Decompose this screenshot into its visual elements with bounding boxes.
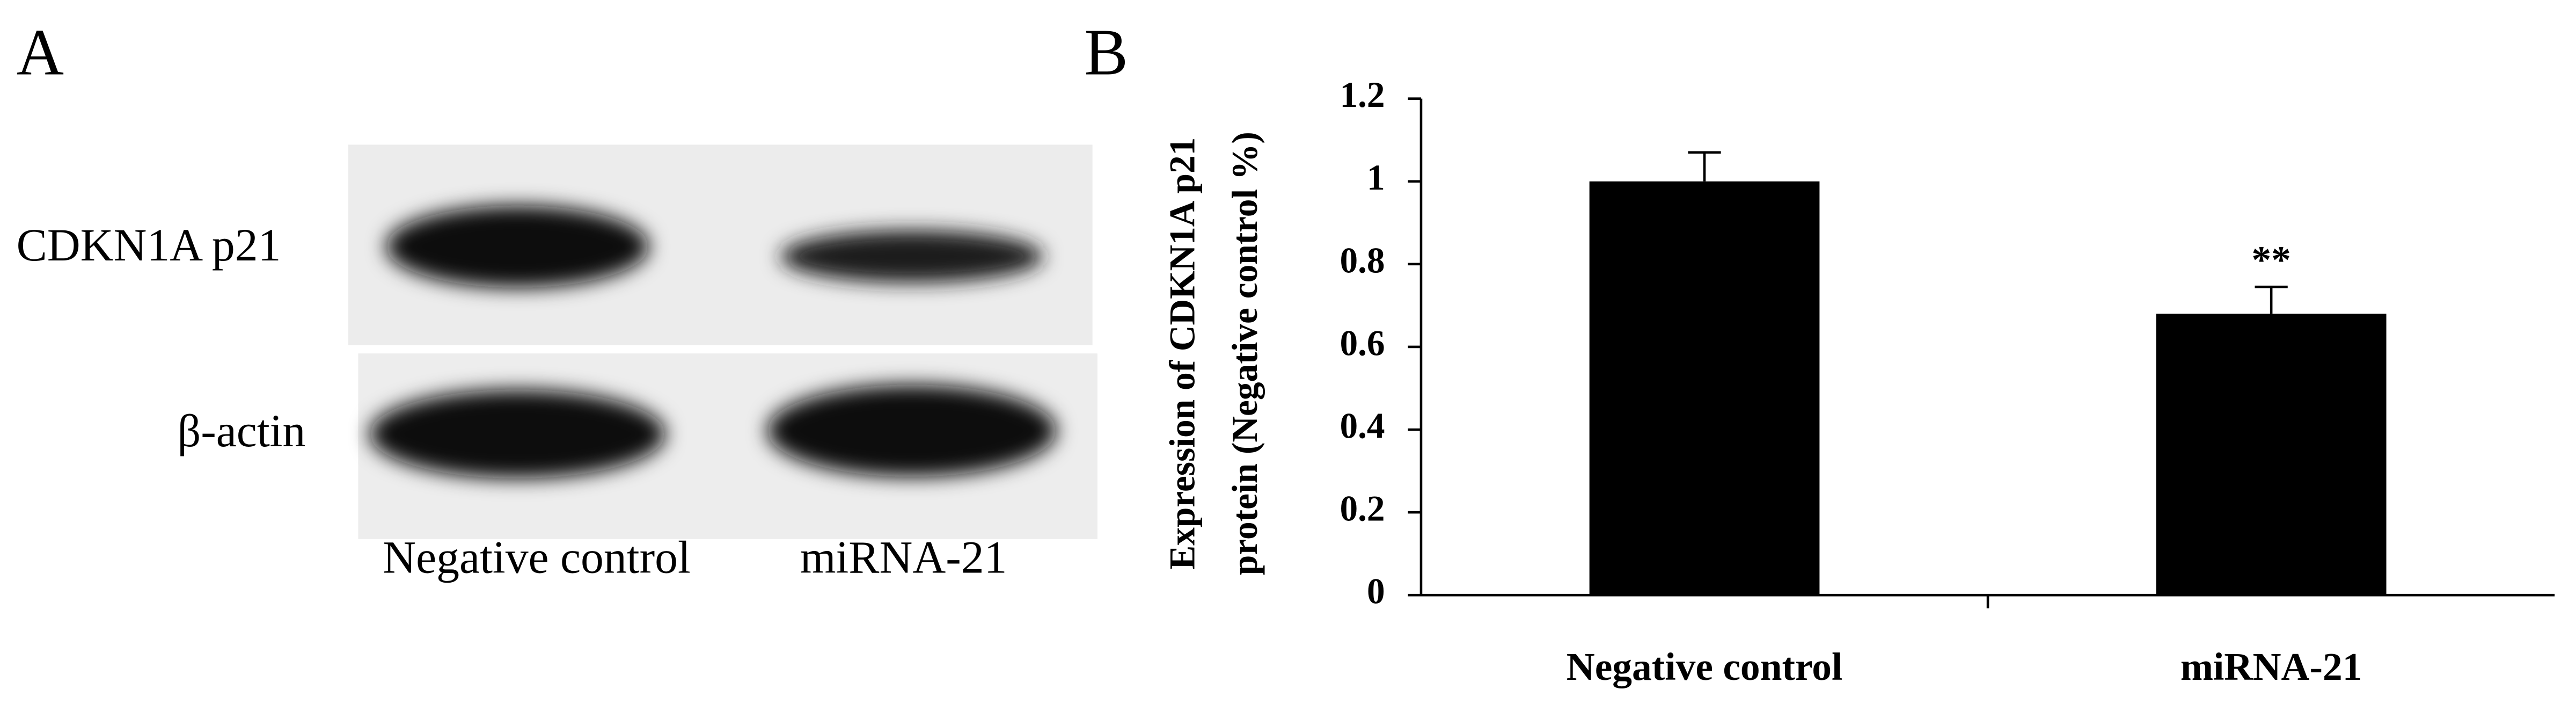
annotation: ** bbox=[2251, 238, 2290, 281]
band bbox=[369, 389, 665, 478]
y-axis-label: protein (Negative control %) bbox=[1225, 132, 1265, 575]
x-tick-label: miRNA-21 bbox=[2180, 645, 2362, 688]
bar bbox=[1589, 181, 1820, 596]
lane-label: Negative control bbox=[383, 532, 691, 583]
x-tick-label: Negative control bbox=[1567, 645, 1843, 688]
band bbox=[767, 384, 1057, 477]
panel-label: B bbox=[1084, 16, 1128, 89]
western-blot bbox=[348, 144, 1097, 540]
y-tick-label: 0.6 bbox=[1340, 323, 1385, 363]
y-tick-label: 0 bbox=[1367, 571, 1385, 612]
band bbox=[386, 205, 649, 288]
row-label: β-actin bbox=[178, 405, 306, 456]
row-label: CDKN1A p21 bbox=[17, 220, 281, 271]
error-bar bbox=[2255, 285, 2288, 314]
lane-label: miRNA-21 bbox=[800, 532, 1007, 583]
panel-label: A bbox=[17, 16, 64, 89]
bar bbox=[2156, 314, 2387, 596]
y-tick-label: 0.2 bbox=[1340, 489, 1385, 529]
error-bar bbox=[1688, 151, 1721, 182]
y-tick-label: 1.2 bbox=[1340, 75, 1385, 115]
band bbox=[780, 230, 1043, 283]
y-tick-label: 0.8 bbox=[1340, 240, 1385, 280]
y-tick-label: 1 bbox=[1367, 157, 1385, 198]
y-tick-label: 0.4 bbox=[1340, 405, 1385, 446]
y-axis-label: Expression of CDKN1A p21 bbox=[1162, 137, 1203, 570]
